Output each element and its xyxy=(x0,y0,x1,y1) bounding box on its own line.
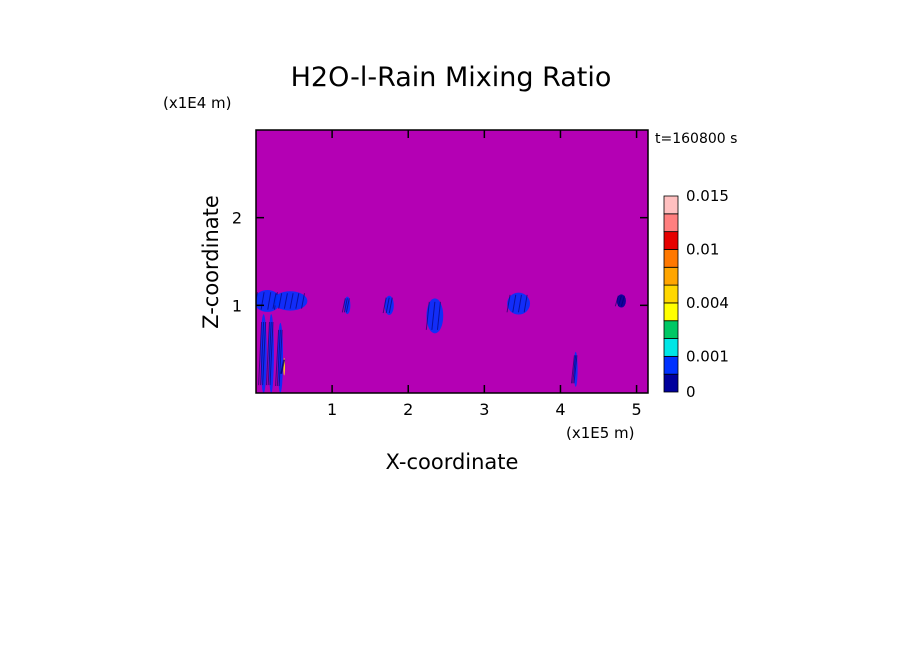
rain-streak xyxy=(388,297,393,314)
y-axis-label: Z-coordinate xyxy=(199,195,223,329)
colorbar-swatch xyxy=(663,249,679,268)
rain-streak xyxy=(267,321,272,386)
rain-streak xyxy=(276,329,281,387)
rain-streak xyxy=(385,297,390,314)
rain-feature xyxy=(425,298,444,334)
rain-streak xyxy=(275,329,280,387)
colorbar-swatch xyxy=(663,213,679,233)
rain-feature xyxy=(341,296,351,315)
colorbar-swatch xyxy=(663,338,679,357)
colorbar-swatch xyxy=(663,355,679,375)
rain-streak xyxy=(517,294,522,313)
rain-feature xyxy=(275,322,284,393)
plot-frame xyxy=(255,129,649,394)
rain-streak xyxy=(256,292,258,304)
colorbar-swatch xyxy=(663,320,679,339)
rain-feature xyxy=(614,294,626,308)
rain-streak xyxy=(295,293,300,309)
rain-streak xyxy=(260,321,265,386)
rain-streak xyxy=(572,355,577,384)
colorbar-label: 0 xyxy=(686,383,696,401)
colorbar-swatch xyxy=(663,195,679,215)
colorbar-label: 0.004 xyxy=(686,294,729,312)
rain-streak xyxy=(281,359,286,374)
rain-feature xyxy=(265,314,274,393)
x-tick-label: 4 xyxy=(555,400,565,419)
rain-feature xyxy=(506,292,531,315)
rain-streak xyxy=(614,295,619,307)
rain-streak xyxy=(260,292,265,310)
rain-streak xyxy=(512,294,517,313)
y-unit-label: (x1E4 m) xyxy=(163,94,232,112)
rain-streak xyxy=(267,292,272,310)
rain-streak xyxy=(382,297,387,314)
rain-streak xyxy=(343,298,348,313)
colorbar-swatch xyxy=(663,302,679,322)
rain-streak xyxy=(283,293,288,309)
x-axis-label: X-coordinate xyxy=(386,450,519,474)
rain-feature xyxy=(382,295,394,315)
rain-streak xyxy=(272,293,277,309)
time-label: t=160800 s xyxy=(655,131,737,147)
rain-streak xyxy=(278,293,283,309)
rain-streak xyxy=(301,293,306,309)
rain-feature xyxy=(272,291,308,311)
colorbar-label: 0.015 xyxy=(686,187,729,205)
rain-streak xyxy=(265,321,270,386)
plot-background xyxy=(256,130,648,393)
rain-streak xyxy=(269,321,274,386)
colorbar-swatch xyxy=(663,373,679,393)
colorbar-swatch xyxy=(663,266,679,286)
x-tick-label: 1 xyxy=(327,400,337,419)
rain-feature xyxy=(570,351,578,387)
rain-streak xyxy=(570,355,575,384)
colorbar-label: 0.01 xyxy=(686,240,719,258)
rain-streak xyxy=(617,295,622,307)
rain-streak xyxy=(425,301,430,330)
x-tick-label: 2 xyxy=(403,400,413,419)
colorbar-swatch xyxy=(663,231,679,250)
rain-streak xyxy=(341,298,346,313)
y-tick-label: 2 xyxy=(232,209,242,228)
rain-streak xyxy=(278,329,283,387)
rain-streak xyxy=(262,321,267,386)
rain-streak xyxy=(345,298,350,313)
rain-streak xyxy=(431,301,436,330)
colorbar-label: 0.001 xyxy=(686,347,729,365)
x-tick-label: 5 xyxy=(631,400,641,419)
chart-title: H2O-l-Rain Mixing Ratio xyxy=(291,62,612,93)
rain-streak xyxy=(289,293,294,309)
x-tick-label: 3 xyxy=(479,400,489,419)
rain-streak xyxy=(523,294,528,313)
rain-feature-body xyxy=(426,298,444,334)
rain-streak xyxy=(573,355,578,384)
x-unit-label: (x1E5 m) xyxy=(566,424,635,442)
rain-streak xyxy=(506,294,511,313)
rain-feature-body xyxy=(273,291,308,311)
rain-feature xyxy=(280,357,286,376)
colorbar-swatch xyxy=(663,284,679,304)
rain-streak xyxy=(258,321,263,386)
y-tick-label: 1 xyxy=(232,296,242,315)
rain-streak xyxy=(436,301,441,330)
rain-feature xyxy=(258,314,267,393)
rain-streak xyxy=(620,295,625,307)
